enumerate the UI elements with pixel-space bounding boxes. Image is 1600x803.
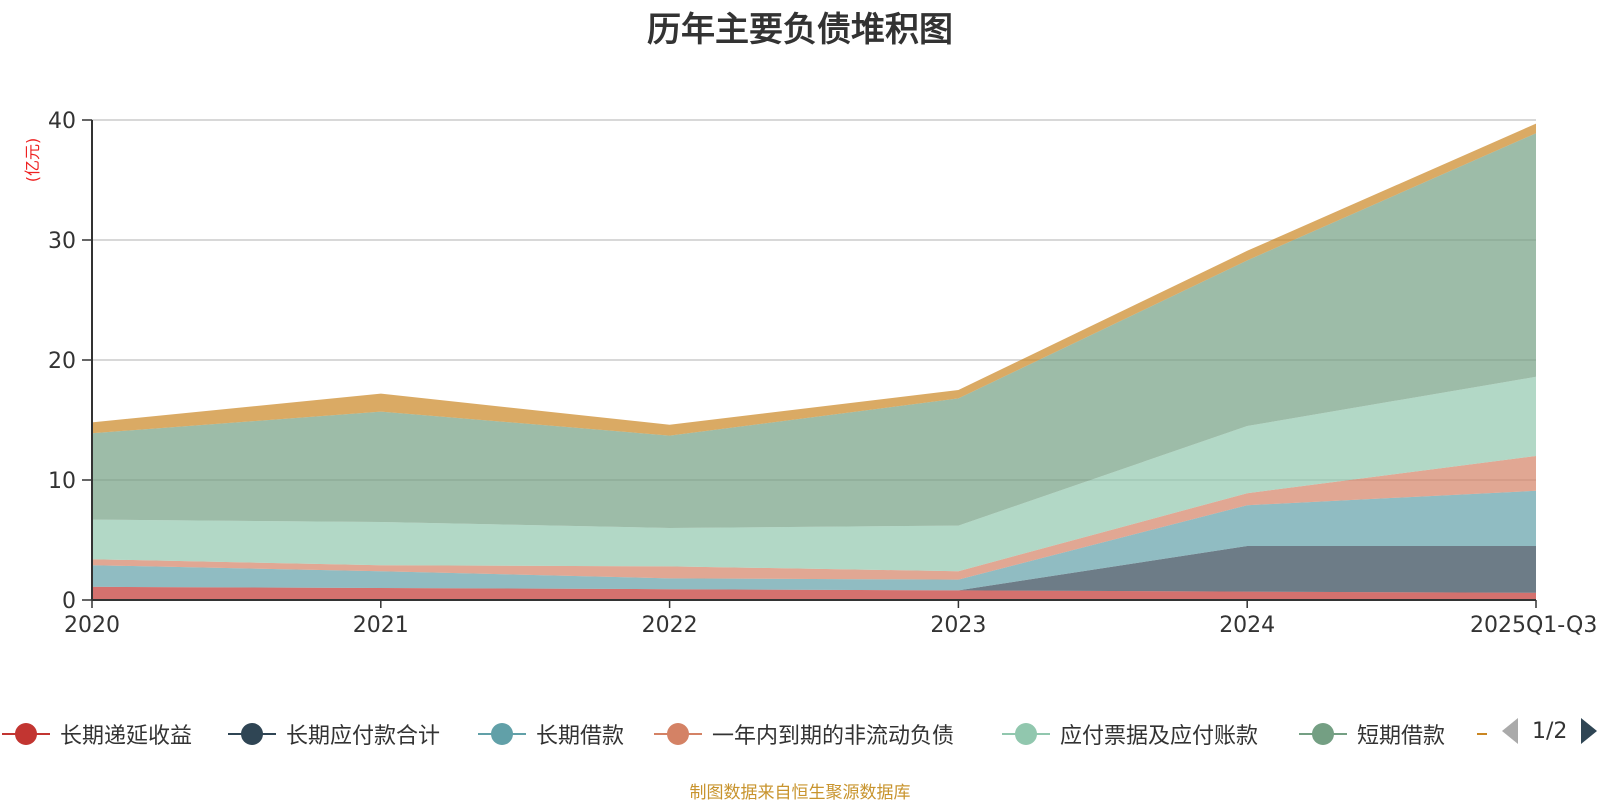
legend-marker: [1312, 723, 1334, 745]
stacked-area-chart: 0 10 20 30 40 2020 2021 2022 2023 2024 2025Q1-Q3: [48, 109, 1597, 638]
legend-item[interactable]: 长期借款: [476, 714, 624, 754]
legend-swatch: [228, 723, 276, 745]
legend-label: 长期递延收益: [60, 724, 193, 749]
area-6: [92, 133, 1536, 528]
legend-swatch: [654, 723, 702, 745]
legend-item[interactable]: 长期递延收益: [0, 714, 192, 754]
legend-item[interactable]: 一年内到期的非流动负债: [652, 714, 954, 754]
y-tick-label: 20: [48, 349, 76, 374]
area-4: [92, 456, 1536, 580]
area-5: [92, 376, 1536, 572]
y-tick-label: 40: [48, 109, 76, 134]
legend-pager: 1/2: [1500, 716, 1599, 746]
y-tick-label: 10: [48, 469, 76, 494]
legend-label: 长期应付款合计: [286, 724, 441, 749]
legend-marker: [15, 723, 37, 745]
legend-swatch: [1299, 723, 1347, 745]
legend-swatch: [2, 723, 50, 745]
legend-item[interactable]: 应付票据及应付账款: [1000, 714, 1258, 754]
legend-label: 应付票据及应付账款: [1060, 724, 1259, 749]
pager-prev-icon[interactable]: [1500, 716, 1520, 746]
x-tick-label: 2020: [64, 613, 120, 638]
x-tick-label: 2022: [642, 613, 698, 638]
y-tick-label: 30: [48, 229, 76, 254]
legend-label: 一年内到期的非流动负债: [712, 724, 955, 749]
legend-marker: [491, 723, 513, 745]
legend-item[interactable]: [1475, 714, 1489, 754]
legend-swatch: [1477, 733, 1487, 735]
legend-item[interactable]: 短期借款: [1297, 714, 1445, 754]
y-tick-label: 0: [62, 589, 76, 614]
legend-swatch: [478, 723, 526, 745]
x-tick-label: 2025Q1-Q3: [1470, 613, 1597, 638]
axes: 0 10 20 30 40 2020 2021 2022 2023 2024 2025Q1-Q3: [48, 109, 1597, 638]
legend-page-indicator: 1/2: [1532, 718, 1568, 744]
area-2: [92, 546, 1536, 593]
legend: 长期递延收益 长期应付款合计 长期借款 一年内到期的非流动负债 应付票据及应付账款 短期借…: [0, 714, 1600, 754]
legend-marker: [241, 723, 263, 745]
legend-swatch: [1002, 723, 1050, 745]
legend-item[interactable]: 长期应付款合计: [226, 714, 440, 754]
area-3: [92, 490, 1536, 591]
area-1: [92, 586, 1536, 600]
x-tick-label: 2023: [930, 613, 986, 638]
x-tick-label: 2021: [353, 613, 409, 638]
area-series: [92, 123, 1536, 600]
legend-marker: [667, 723, 689, 745]
x-tick-label: 2024: [1219, 613, 1275, 638]
chart-title: 历年主要负债堆积图: [647, 10, 953, 50]
legend-label: 长期借款: [536, 724, 625, 749]
data-source-footer: 制图数据来自恒生聚源数据库: [689, 783, 911, 803]
legend-label: 短期借款: [1357, 724, 1446, 749]
legend-marker: [1015, 723, 1037, 745]
pager-next-icon[interactable]: [1579, 716, 1599, 746]
